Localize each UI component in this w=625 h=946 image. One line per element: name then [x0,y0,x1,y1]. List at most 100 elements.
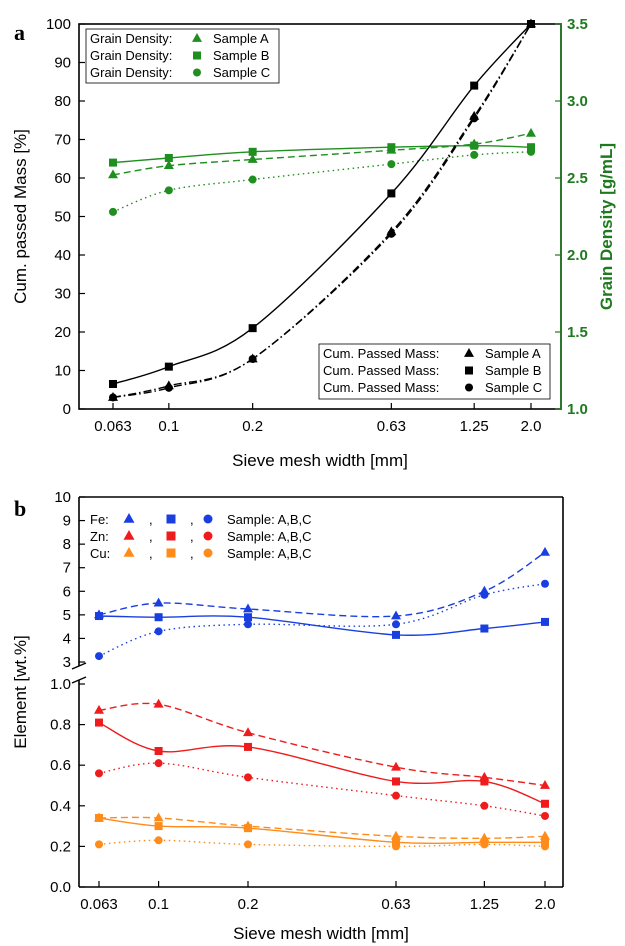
data-point-b-5 [480,801,489,810]
data-point-b-7 [95,813,103,822]
data-point-a-5 [387,229,396,238]
series-line-a-0 [112,132,532,176]
data-point-a-4 [164,362,173,371]
data-point-b-1 [541,617,549,626]
data-point-b-3 [153,698,164,708]
data-point-b-3 [540,780,550,789]
legend-marker-b [203,514,213,524]
legend-marker-b [123,530,135,540]
x-tick-label-b: 0.1 [148,896,169,913]
data-point-b-2 [391,620,400,629]
y-tick-label-b: 7 [63,560,71,577]
legend-label-a: Cum. Passed Mass: [323,363,439,378]
data-point-a-0 [526,127,536,137]
data-point-a-2 [527,147,535,156]
data-point-a-4 [109,379,117,388]
legend-marker-a [192,33,202,42]
legend-label-a: Grain Density: [90,65,172,80]
data-point-a-1 [527,143,535,152]
x-tick-label-a: 0.1 [158,418,179,435]
data-point-b-0 [153,597,164,607]
y-tick-label-a: 50 [54,209,71,226]
legend-separator-b: , [149,529,153,544]
legend-label-a: Grain Density: [90,48,172,63]
y-tick-label-b: 4 [63,630,71,647]
y-tick-label-a: 30 [54,286,71,303]
x-tick-label-b: 0.2 [238,896,259,913]
series-line-b-1 [98,615,546,636]
legend-marker-b [123,547,135,557]
legend-marker-b [166,531,176,541]
y-tick-label-b: 0.2 [50,838,71,855]
data-point-b-7 [541,838,549,847]
y2-tick-label-a: 1.5 [567,324,588,341]
data-point-b-8 [154,836,163,845]
legend-text-b: Sample: A,B,C [227,529,312,544]
y-tick-label-a: 100 [46,16,71,33]
y-tick-label-b: 0.4 [50,798,71,815]
legend-text-b: Sample: A,B,C [227,512,312,527]
data-point-b-0 [390,610,401,620]
legend-separator-b: , [149,512,153,527]
data-point-a-5 [164,383,173,392]
data-point-a-1 [387,143,396,152]
y-tick-label-b: 9 [63,513,71,530]
data-point-b-2 [154,627,163,636]
y2-tick-label-a: 2.5 [567,170,588,187]
legend-marker-a [193,51,201,60]
y2-tick-label-a: 2.0 [567,247,588,264]
data-point-a-2 [164,186,173,195]
y-tick-label-a: 80 [54,93,71,110]
x-tick-label-a: 1.25 [460,418,489,435]
legend-sample-a: Sample A [213,31,269,46]
y-tick-label-a: 0 [63,401,71,418]
data-point-a-0 [247,154,258,163]
panel-label-a: a [14,20,25,45]
data-point-b-2 [480,590,489,599]
series-line-a-2 [112,151,532,213]
series-line-b-3 [98,702,546,787]
legend-marker-b [166,548,176,558]
data-point-b-6 [540,830,550,840]
data-point-a-1 [109,158,117,167]
data-point-b-1 [391,630,400,639]
series-line-b-0 [98,551,546,618]
data-point-a-1 [248,147,257,156]
y2-axis-title-a: Grain Density [g/mL] [597,143,616,310]
data-point-b-5 [391,791,400,800]
series-line-b-8 [98,839,546,848]
data-point-a-1 [470,141,479,150]
data-point-b-8 [541,842,549,851]
data-point-b-4 [244,742,253,751]
data-point-b-8 [95,840,103,849]
y-tick-label-a: 70 [54,132,71,149]
x-tick-label-a: 0.2 [242,418,263,435]
y-axis-title-a: Cum. passed Mass [%] [11,129,30,304]
data-point-b-4 [154,746,163,755]
legend-label-a: Cum. Passed Mass: [323,380,439,395]
data-point-a-0 [163,160,174,170]
data-point-a-0 [108,169,118,179]
series-line-b-2 [98,583,546,657]
y-tick-label-a: 20 [54,324,71,341]
legend-marker-a [465,383,473,392]
legend-label-a: Cum. Passed Mass: [323,346,439,361]
data-point-a-5 [248,354,257,363]
data-point-b-4 [95,718,103,727]
legend-sample-a: Sample C [485,380,542,395]
series-line-b-5 [98,762,546,817]
legend-sample-a: Sample B [485,363,541,378]
legend-separator-b: , [149,546,153,561]
x-tick-label-b: 2.0 [535,896,556,913]
legend-element-b: Zn: [90,529,109,544]
data-point-a-2 [109,207,117,216]
panel-label-b: b [14,496,26,521]
legend-marker-a [464,348,474,357]
data-point-b-7 [391,838,400,847]
y-tick-label-b: 8 [63,536,71,553]
legend-box-a-density [85,28,280,84]
y-tick-label-a: 40 [54,247,71,264]
y-axis-title-b: Element [wt.%] [11,635,30,748]
data-point-b-1 [95,612,103,621]
